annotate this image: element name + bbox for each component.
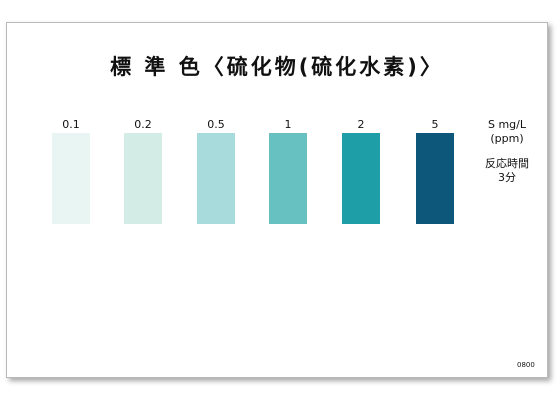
chart-title: 標 準 色〈硫化物(硫化水素)〉 (110, 55, 444, 79)
color-swatch-1 (269, 133, 307, 224)
level-label-5: 5 (431, 118, 439, 131)
color-swatch-0.1 (52, 133, 90, 224)
reaction-time-value: 3分 (498, 171, 516, 184)
color-swatch-0.2 (124, 133, 162, 224)
product-code: 0800 (517, 361, 535, 369)
color-swatch-0.5 (197, 133, 235, 224)
level-label-1: 1 (284, 118, 292, 131)
unit-label: S mg/L (487, 118, 526, 131)
level-label-0.5: 0.5 (207, 118, 225, 131)
level-label-0.1: 0.1 (62, 118, 80, 131)
reaction-time-label: 反応時間 (485, 157, 529, 170)
color-swatch-5 (416, 133, 454, 224)
color-chart-card: 標 準 色〈硫化物(硫化水素)〉 0.1 0.2 0.5 1 2 5 S mg/… (6, 22, 548, 378)
level-label-0.2: 0.2 (134, 118, 152, 131)
unit-ppm-label: (ppm) (490, 132, 524, 145)
level-label-2: 2 (357, 118, 365, 131)
color-swatch-2 (342, 133, 380, 224)
